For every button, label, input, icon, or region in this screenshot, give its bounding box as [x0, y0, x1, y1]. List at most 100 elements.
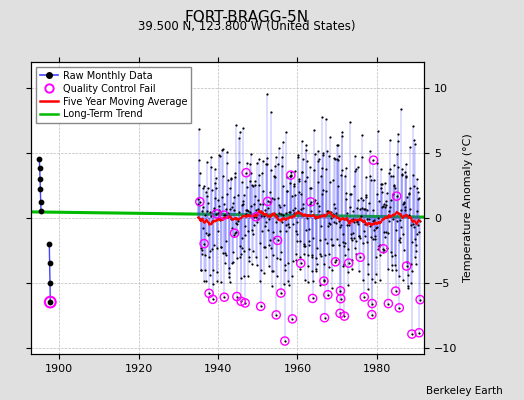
Point — [306, 164, 314, 170]
Point — [258, 170, 267, 177]
Point — [317, 173, 325, 180]
Point — [288, 193, 296, 199]
Point — [388, 262, 397, 268]
Point — [348, 266, 356, 273]
Point — [387, 249, 396, 255]
Point — [243, 160, 252, 167]
Point — [255, 182, 263, 188]
Point — [281, 228, 290, 234]
Point — [260, 270, 268, 276]
Point — [264, 198, 272, 205]
Point — [413, 176, 421, 182]
Point — [321, 252, 329, 259]
Point — [351, 153, 359, 159]
Point — [254, 197, 262, 203]
Point — [320, 278, 328, 284]
Point — [411, 261, 420, 267]
Point — [213, 269, 221, 275]
Point — [212, 185, 220, 192]
Point — [354, 197, 363, 203]
Point — [354, 232, 363, 239]
Point — [266, 167, 275, 173]
Point — [226, 175, 235, 182]
Point — [386, 136, 394, 143]
Point — [205, 290, 213, 296]
Point — [270, 196, 278, 202]
Point — [346, 203, 354, 210]
Point — [256, 239, 264, 246]
Point — [362, 192, 370, 198]
Point — [266, 236, 274, 243]
Point — [222, 149, 231, 156]
Point — [384, 230, 392, 236]
Point — [221, 260, 229, 266]
Point — [336, 310, 344, 316]
Point — [302, 157, 311, 164]
Point — [268, 267, 277, 274]
Point — [243, 207, 251, 213]
Point — [312, 268, 321, 274]
Point — [199, 224, 207, 231]
Point — [402, 263, 411, 269]
Point — [348, 236, 356, 243]
Point — [206, 248, 215, 254]
Point — [259, 213, 268, 219]
Point — [282, 210, 291, 216]
Point — [378, 203, 387, 210]
Point — [308, 267, 316, 274]
Point — [312, 254, 320, 261]
Point — [242, 207, 250, 214]
Point — [333, 142, 342, 148]
Point — [194, 200, 202, 207]
Point — [332, 210, 340, 216]
Point — [384, 266, 392, 273]
Point — [381, 233, 390, 240]
Point — [341, 173, 350, 179]
Point — [233, 293, 241, 300]
Point — [206, 213, 215, 220]
Point — [198, 208, 206, 214]
Point — [207, 164, 215, 170]
Point — [369, 218, 377, 224]
Point — [352, 238, 360, 244]
Point — [223, 177, 232, 184]
Point — [381, 198, 390, 204]
Point — [392, 193, 401, 199]
Point — [297, 260, 305, 266]
Point — [372, 278, 380, 285]
Point — [388, 267, 396, 273]
Point — [296, 238, 304, 245]
Point — [279, 212, 287, 218]
Point — [377, 181, 385, 188]
Point — [323, 208, 331, 215]
Point — [322, 148, 331, 154]
Point — [235, 158, 243, 165]
Point — [314, 156, 323, 162]
Point — [357, 216, 365, 223]
Point — [367, 234, 375, 240]
Point — [36, 186, 45, 192]
Point — [350, 183, 358, 190]
Point — [402, 263, 411, 269]
Point — [400, 199, 408, 205]
Point — [359, 206, 368, 212]
Point — [230, 207, 238, 214]
Point — [334, 182, 342, 189]
Point — [334, 141, 342, 148]
Point — [319, 260, 328, 267]
Point — [283, 173, 292, 180]
Point — [396, 239, 405, 245]
Point — [328, 242, 336, 248]
Point — [194, 196, 203, 202]
Point — [315, 237, 324, 243]
Point — [335, 242, 343, 248]
Point — [398, 171, 407, 178]
Point — [355, 206, 364, 212]
Point — [217, 193, 226, 200]
Point — [340, 313, 348, 319]
Point — [339, 263, 347, 270]
Point — [351, 168, 359, 174]
Point — [287, 172, 295, 178]
Point — [250, 213, 258, 220]
Point — [337, 132, 346, 139]
